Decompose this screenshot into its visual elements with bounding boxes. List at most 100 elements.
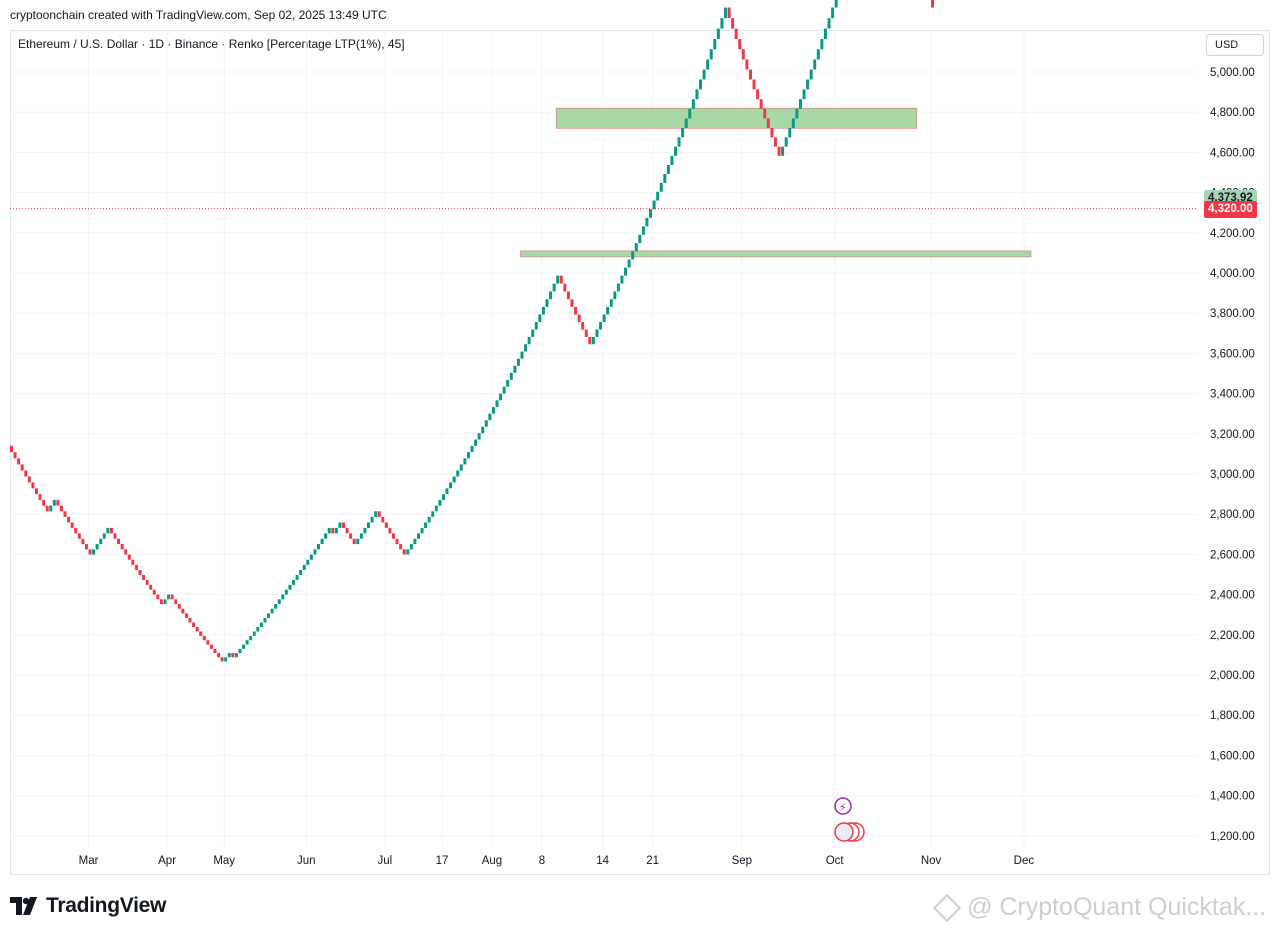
renko-brick <box>159 599 163 605</box>
renko-brick <box>63 511 67 517</box>
renko-brick <box>299 569 303 575</box>
renko-brick <box>45 505 49 512</box>
renko-brick <box>677 137 681 147</box>
renko-brick <box>167 594 171 600</box>
time-tick-label: Jun <box>297 855 316 867</box>
renko-brick <box>127 554 131 560</box>
renko-brick <box>345 527 349 534</box>
time-tick-label: Sep <box>732 855 752 867</box>
renko-brick <box>484 420 488 427</box>
renko-brick <box>509 372 513 380</box>
renko-brick <box>756 89 760 100</box>
renko-brick <box>92 549 96 555</box>
renko-brick <box>506 379 510 387</box>
renko-brick <box>541 306 545 315</box>
tradingview-logo-icon <box>10 897 37 915</box>
tradingview-logo-text: TradingView <box>46 894 167 917</box>
renko-brick <box>713 39 717 50</box>
renko-brick <box>456 470 460 477</box>
renko-brick <box>13 452 17 459</box>
renko-brick <box>724 7 727 19</box>
renko-brick <box>81 538 85 545</box>
renko-brick <box>466 452 470 459</box>
renko-brick <box>581 322 585 330</box>
time-tick-label: Jul <box>377 855 392 867</box>
renko-brick <box>149 584 153 590</box>
renko-brick <box>734 28 738 40</box>
renko-brick <box>324 533 328 539</box>
renko-brick <box>395 538 399 545</box>
tradingview-logo[interactable]: TradingView <box>10 893 166 919</box>
price-tick-label: 2,000.00 <box>1210 670 1255 682</box>
renko-brick <box>84 544 88 550</box>
renko-brick <box>249 635 253 641</box>
renko-brick <box>317 544 320 550</box>
renko-brick <box>242 644 246 649</box>
renko-brick <box>124 549 128 555</box>
price-tick-label: 3,000.00 <box>1210 469 1255 481</box>
renko-brick <box>788 127 792 138</box>
renko-brick <box>199 631 203 636</box>
renko-brick <box>663 173 667 183</box>
renko-brick <box>377 511 381 517</box>
time-tick-label: 14 <box>596 855 609 867</box>
renko-brick <box>359 533 363 539</box>
renko-brick <box>238 648 242 654</box>
renko-brick <box>549 291 553 300</box>
renko-brick <box>745 59 749 70</box>
renko-brick <box>349 533 353 539</box>
renko-brick <box>288 584 292 590</box>
lightning-glyph: ⚡ <box>839 801 847 814</box>
currency-button[interactable]: USD <box>1206 34 1264 56</box>
renko-brick <box>459 464 463 471</box>
renko-brick <box>331 527 335 534</box>
renko-brick <box>645 217 649 227</box>
renko-brick <box>34 488 38 495</box>
renko-brick <box>181 608 185 614</box>
resistance-zone <box>555 107 918 129</box>
renko-brick <box>213 648 217 654</box>
time-tick-label: 21 <box>646 855 659 867</box>
renko-brick <box>295 574 299 580</box>
watermark-text: @ CryptoQuant Quicktak... <box>967 893 1267 921</box>
renko-brick <box>795 108 799 119</box>
renko-brick <box>109 527 113 534</box>
renko-brick <box>631 251 635 260</box>
renko-brick <box>17 458 21 465</box>
zones <box>520 107 1032 258</box>
symbol-title[interactable]: Ethereum / U.S. Dollar · 1D · Binance · … <box>18 37 405 51</box>
renko-brick <box>802 89 806 100</box>
current-price-badge: 4,320.00 <box>1204 200 1257 218</box>
renko-brick <box>120 544 124 550</box>
renko-brick <box>559 275 563 284</box>
price-tick-label: 2,800.00 <box>1210 509 1255 521</box>
renko-brick <box>67 516 71 523</box>
renko-brick <box>102 533 106 539</box>
renko-brick <box>606 306 610 315</box>
renko-brick <box>374 511 378 517</box>
renko-brick <box>659 182 663 192</box>
renko-brick <box>495 400 499 408</box>
renko-brick <box>77 533 81 539</box>
renko-brick <box>441 494 445 500</box>
renko-brick <box>474 439 478 446</box>
renko-brick <box>820 39 824 50</box>
renko-brick <box>823 28 827 40</box>
renko-brick <box>206 640 210 645</box>
renko-brick <box>520 351 524 359</box>
renko-brick <box>502 386 506 394</box>
renko-brick <box>652 200 656 210</box>
price-tick-label: 2,600.00 <box>1210 549 1255 561</box>
renko-brick <box>427 516 431 523</box>
time-tick-label: Aug <box>482 855 502 867</box>
renko-brick <box>691 99 695 109</box>
renko-brick <box>616 283 620 292</box>
renko-brick <box>145 579 149 585</box>
grid-lines <box>10 31 1198 848</box>
renko-brick <box>224 657 228 662</box>
renko-brick <box>527 336 531 345</box>
renko-brick <box>574 306 578 315</box>
renko-brick <box>834 0 838 8</box>
renko-brick <box>770 127 774 138</box>
